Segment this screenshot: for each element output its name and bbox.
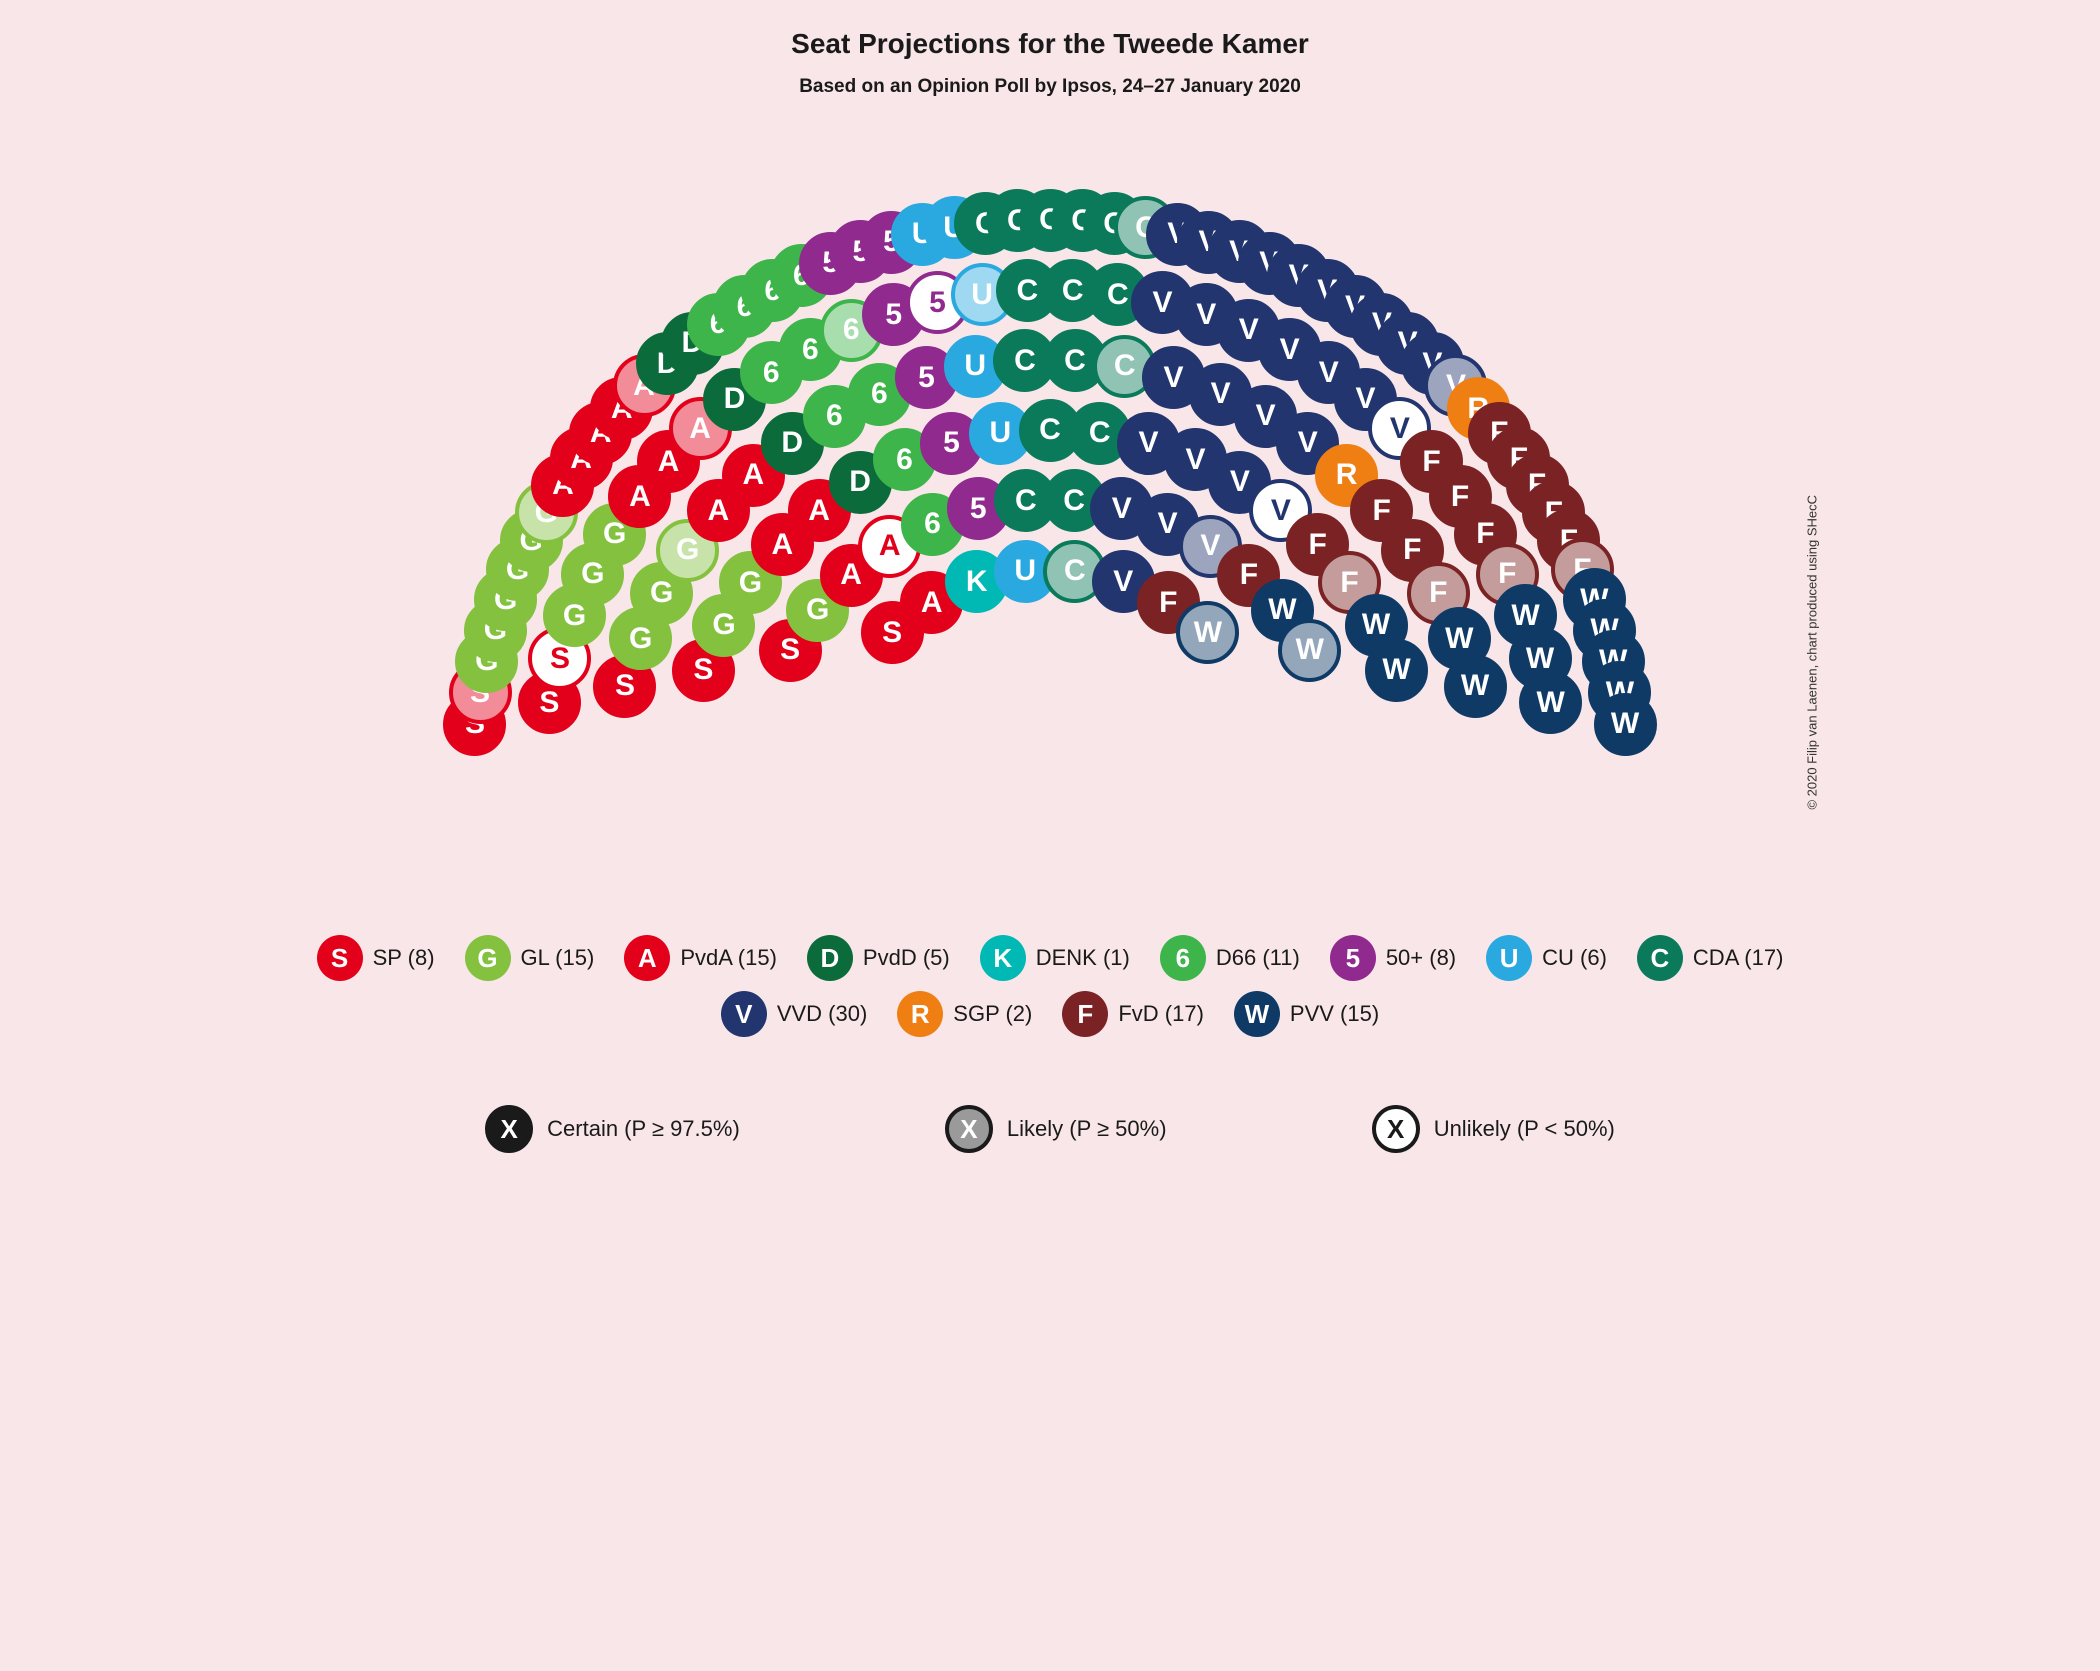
probability-label: Certain (P ≥ 97.5%) — [547, 1116, 740, 1142]
legend-dot: V — [721, 991, 767, 1037]
legend-label: DENK (1) — [1036, 945, 1130, 971]
legend-label: 50+ (8) — [1386, 945, 1456, 971]
legend-dot: C — [1637, 935, 1683, 981]
legend-dot: F — [1062, 991, 1108, 1037]
legend-item: K DENK (1) — [980, 935, 1130, 981]
seat: W — [1519, 671, 1582, 734]
seat: W — [1365, 639, 1428, 702]
legend-item: S SP (8) — [317, 935, 435, 981]
chart-stage: Seat Projections for the Tweede Kamer Ba… — [280, 0, 1820, 1205]
legend-label: D66 (11) — [1216, 945, 1300, 971]
party-legend: S SP (8) G GL (15) A PvdA (15) D PvdD (5) K DENK … — [315, 935, 1785, 1037]
legend-label: PvdA (15) — [680, 945, 777, 971]
legend-label: SP (8) — [373, 945, 435, 971]
probability-item: X Unlikely (P < 50%) — [1372, 1105, 1615, 1153]
seat: W — [1176, 601, 1239, 664]
probability-legend: X Certain (P ≥ 97.5%) X Likely (P ≥ 50%) X Un… — [280, 1105, 1820, 1153]
seat: W — [1278, 619, 1341, 682]
legend-item: D PvdD (5) — [807, 935, 950, 981]
legend-dot: S — [317, 935, 363, 981]
legend-item: V VVD (30) — [721, 991, 867, 1037]
probability-label: Likely (P ≥ 50%) — [1007, 1116, 1167, 1142]
legend-label: PvdD (5) — [863, 945, 950, 971]
legend-item: A PvdA (15) — [624, 935, 777, 981]
chart-credit: © 2020 Filip van Laenen, chart produced … — [1805, 495, 1820, 810]
legend-item: U CU (6) — [1486, 935, 1607, 981]
probability-dot: X — [1372, 1105, 1420, 1153]
legend-dot: R — [897, 991, 943, 1037]
legend-label: PVV (15) — [1290, 1001, 1379, 1027]
legend-dot: W — [1234, 991, 1280, 1037]
legend-dot: 5 — [1330, 935, 1376, 981]
legend-item: G GL (15) — [465, 935, 595, 981]
legend-item: C CDA (17) — [1637, 935, 1783, 981]
legend-dot: K — [980, 935, 1026, 981]
legend-item: R SGP (2) — [897, 991, 1032, 1037]
legend-label: CDA (17) — [1693, 945, 1783, 971]
legend-label: SGP (2) — [953, 1001, 1032, 1027]
legend-dot: 6 — [1160, 935, 1206, 981]
probability-label: Unlikely (P < 50%) — [1434, 1116, 1615, 1142]
legend-item: W PVV (15) — [1234, 991, 1379, 1037]
legend-dot: D — [807, 935, 853, 981]
seat: W — [1444, 655, 1507, 718]
legend-label: VVD (30) — [777, 1001, 867, 1027]
chart-subtitle: Based on an Opinion Poll by Ipsos, 24–27… — [280, 76, 1820, 98]
legend-item: F FvD (17) — [1062, 991, 1204, 1037]
probability-item: X Certain (P ≥ 97.5%) — [485, 1105, 740, 1153]
legend-dot: A — [624, 935, 670, 981]
probability-dot: X — [485, 1105, 533, 1153]
probability-dot: X — [945, 1105, 993, 1153]
legend-label: GL (15) — [521, 945, 595, 971]
legend-dot: U — [1486, 935, 1532, 981]
legend-dot: G — [465, 935, 511, 981]
legend-item: 5 50+ (8) — [1330, 935, 1456, 981]
legend-label: CU (6) — [1542, 945, 1607, 971]
seat: W — [1594, 693, 1657, 756]
probability-item: X Likely (P ≥ 50%) — [945, 1105, 1167, 1153]
legend-label: FvD (17) — [1118, 1001, 1204, 1027]
chart-title: Seat Projections for the Tweede Kamer — [280, 28, 1820, 60]
legend-item: 6 D66 (11) — [1160, 935, 1300, 981]
